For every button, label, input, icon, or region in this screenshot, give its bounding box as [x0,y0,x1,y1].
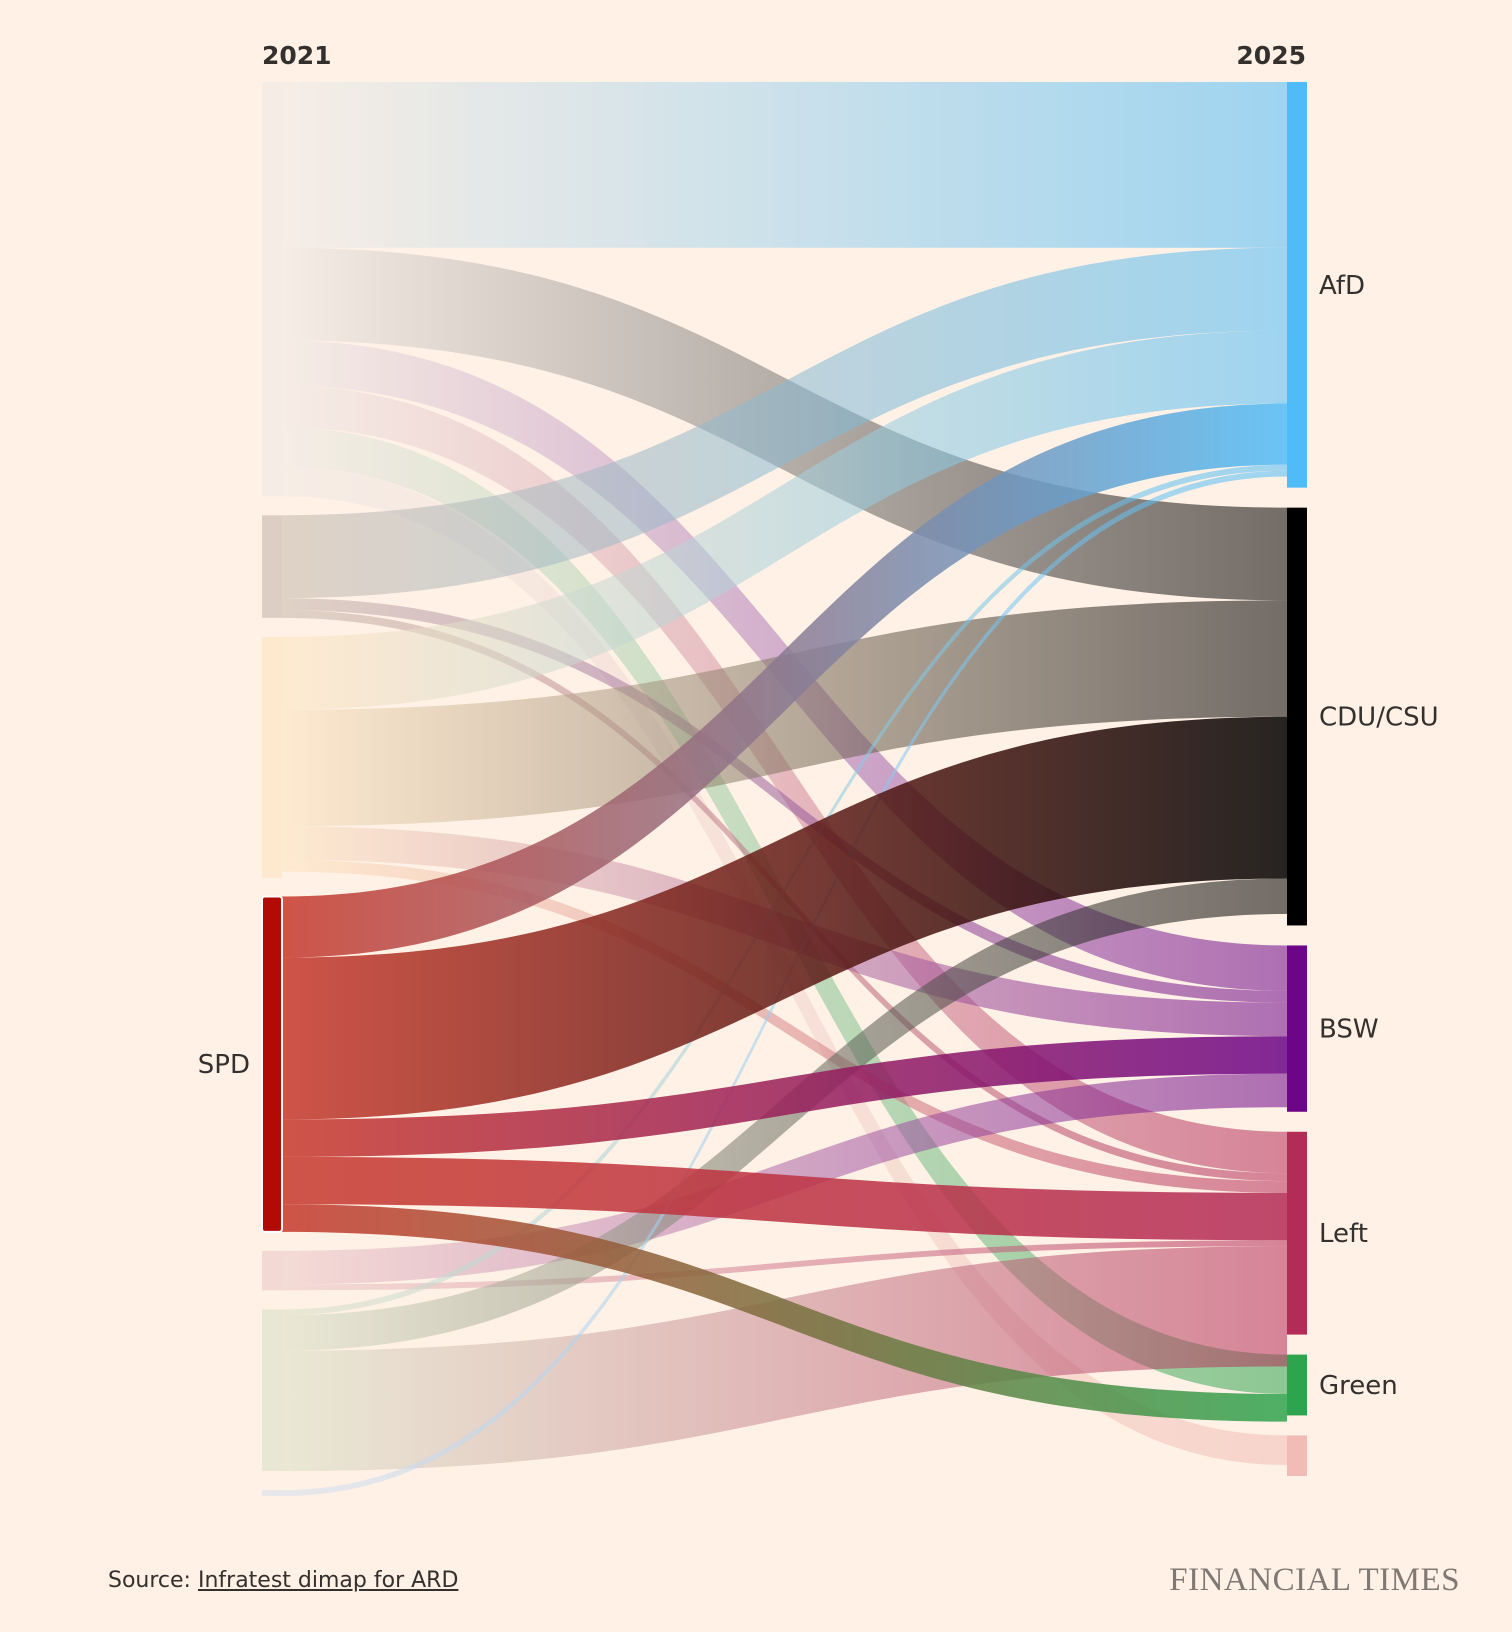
flow-fdp-to-afd [282,330,1287,710]
source-prefix: Source: [108,1568,198,1593]
flow-grn-to-lnk [282,1246,1287,1472]
flow-spd-to-afd [282,403,1287,958]
flow-spd-to-grn [282,1204,1287,1422]
left-node-bar [262,82,282,497]
right-node-bar-bsw [1287,945,1307,1112]
right-node-label-bsw: BSW [1319,1015,1379,1045]
flow-spd-to-bsw [282,1036,1287,1157]
flow-afd-to-lnk [282,385,1287,1174]
right-node-bar-unlabeled [1287,1435,1307,1476]
source-link[interactable]: Infratest dimap for ARD [197,1568,459,1593]
flow-links [282,82,1287,1496]
node-bars [261,82,1307,1496]
flow-lnk-to-lnk [282,1240,1287,1291]
right-axis-year-label: 2025 [1236,41,1306,70]
left-node-bar [262,1309,282,1472]
right-node-label-green: Green [1319,1371,1398,1401]
right-node-bar-left [1287,1131,1307,1335]
flow-spd-to-lnk [282,1156,1287,1241]
left-axis-year-label: 2021 [262,41,332,70]
flow-oth-to-bsw [282,598,1287,1003]
right-node-bar-cdu-csu [1287,507,1307,926]
left-node-bar-spd [261,895,283,1233]
left-node-bar [262,1250,282,1291]
flow-afd-to-afd [282,82,1287,248]
node-labels: SPD AfD CDU/CSU BSW Left Green [198,271,1439,1401]
sankey-chart: 2021 2025 SPD AfD CDU/CSU BSW Left Green [198,41,1439,1496]
left-node-bar [262,636,282,878]
source-note: Source: Infratest dimap for ARD [108,1568,458,1593]
flow-oth-to-afd [282,247,1287,599]
flow-spd-to-cdu [282,716,1287,1120]
flow-fdp-to-cdu [282,600,1287,827]
right-node-label-left: Left [1319,1219,1368,1249]
right-node-bar-green [1287,1354,1307,1416]
ft-logo: FINANCIAL TIMES [1169,1562,1460,1598]
left-node-label-spd: SPD [198,1050,250,1080]
right-node-label-cdu-csu: CDU/CSU [1319,703,1439,733]
right-node-label-afd: AfD [1319,271,1365,301]
left-node-bar [262,515,282,618]
right-node-bar-afd [1287,82,1307,488]
left-node-bar [262,1490,282,1496]
flow-fdp-to-lnk [282,859,1287,1193]
